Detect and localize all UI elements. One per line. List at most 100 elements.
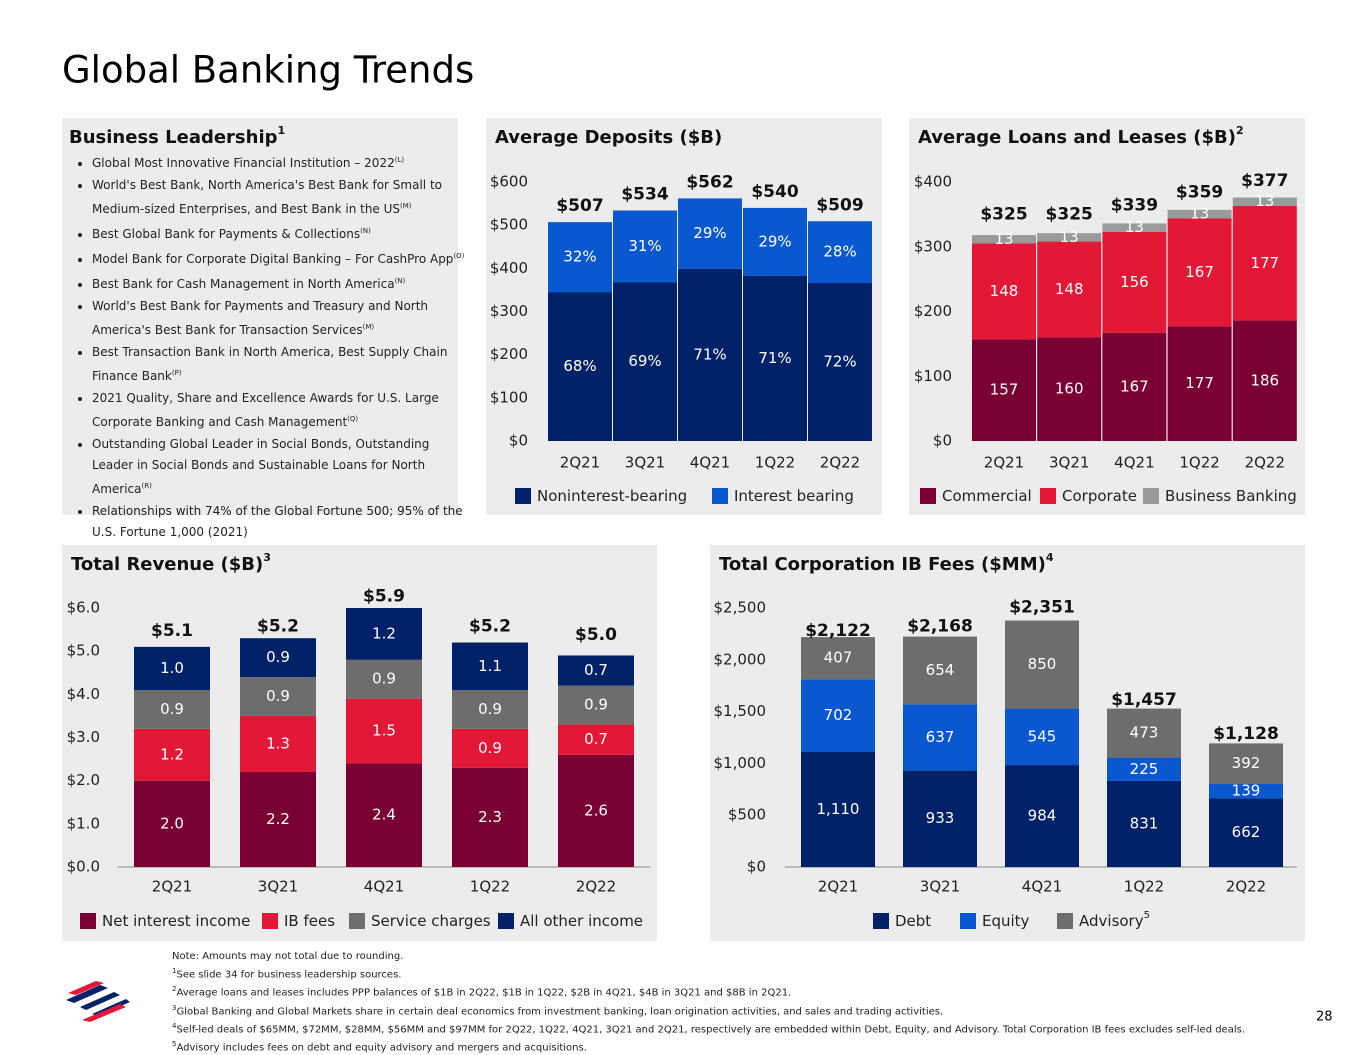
leadership-item: Best Global Bank for Payments & Collecti… [92, 221, 474, 245]
footnote: Note: Amounts may not total due to round… [172, 950, 1292, 964]
bar-segment [548, 292, 612, 441]
chart-title: Average Deposits ($B) [495, 127, 722, 148]
bar-segment [1037, 337, 1102, 441]
y-tick-label: $300 [490, 302, 528, 320]
segment-label: 148 [1055, 280, 1084, 298]
segment-label: 473 [1130, 724, 1159, 742]
segment-label: 186 [1250, 371, 1279, 389]
segment-label: 662 [1232, 823, 1261, 841]
superscript: (R) [141, 482, 152, 490]
bar-segment [613, 282, 677, 441]
footnotes: Note: Amounts may not total due to round… [172, 950, 1292, 1055]
y-tick-label: $500 [490, 216, 528, 234]
bar-segment [558, 685, 634, 725]
leadership-item: Global Most Innovative Financial Institu… [92, 150, 474, 174]
bar-segment [1209, 798, 1283, 867]
footnote-text: See slide 34 for business leadership sou… [176, 969, 402, 981]
x-tick-label: 3Q21 [1049, 454, 1089, 472]
x-tick-label: 1Q22 [470, 878, 510, 896]
segment-label: 1.2 [372, 624, 396, 642]
footnote-text: Average loans and leases includes PPP ba… [176, 987, 792, 999]
bar-segment [1209, 743, 1283, 785]
segment-label: 0.9 [160, 700, 184, 718]
total-label: $5.2 [469, 617, 511, 637]
x-tick-label: 1Q22 [1179, 454, 1219, 472]
total-label: $5.1 [151, 621, 193, 641]
legend-label: Equity [982, 912, 1030, 930]
legend-swatch [80, 913, 96, 929]
slide-title: Global Banking Trends [62, 49, 474, 92]
y-tick-label: $200 [914, 302, 952, 320]
legend-label: Debt [895, 912, 931, 930]
footnote-text: Global Banking and Global Markets share … [176, 1005, 944, 1017]
x-tick-label: 2Q22 [1245, 454, 1285, 472]
footnote: 4Self-led deals of $65MM, $72MM, $28MM, … [172, 1019, 1292, 1037]
legend-text: Advisory [1079, 912, 1144, 930]
legend-label: IB fees [284, 912, 335, 930]
segment-label: 177 [1185, 374, 1214, 392]
legend-swatch [349, 913, 365, 929]
superscript: (N) [394, 277, 406, 285]
total-label: $5.2 [257, 617, 299, 637]
bar-segment [1167, 326, 1232, 441]
x-tick-label: 2Q21 [152, 878, 192, 896]
legend-swatch [1143, 488, 1159, 504]
segment-label: 850 [1028, 655, 1057, 673]
total-label: $2,351 [1009, 597, 1075, 617]
segment-label: 545 [1028, 727, 1057, 745]
total-label: $377 [1241, 171, 1288, 191]
x-tick-label: 4Q21 [364, 878, 404, 896]
chart-title-text: Total Corporation IB Fees ($MM) [719, 554, 1046, 575]
bar-segment [1232, 205, 1297, 321]
segment-label: 1.1 [478, 657, 502, 675]
bar-segment [1005, 620, 1079, 709]
total-label: $1,128 [1213, 724, 1279, 744]
chart-title-text: Average Loans and Leases ($B) [918, 127, 1236, 148]
footnote-text: Note: Amounts may not total due to round… [172, 951, 404, 962]
item-text: Best Global Bank for Payments & Collecti… [92, 227, 361, 241]
leadership-item: Outstanding Global Leader in Social Bond… [92, 434, 474, 500]
item-text: Global Most Innovative Financial Institu… [92, 156, 395, 170]
legend-label: Business Banking [1165, 487, 1297, 505]
segment-label: 0.9 [266, 687, 290, 705]
total-label: $534 [621, 184, 668, 204]
superscript: 5 [172, 1040, 177, 1049]
y-tick-label: $2,000 [714, 650, 767, 668]
superscript: (L) [394, 156, 405, 164]
leadership-item: Model Bank for Corporate Digital Banking… [92, 246, 474, 270]
legend-swatch [515, 488, 531, 504]
total-label: $325 [980, 205, 1027, 225]
segment-label: 2.6 [584, 801, 608, 819]
bar-segment [452, 690, 528, 729]
segment-label: 13 [1060, 228, 1079, 246]
bar-segment [548, 222, 612, 293]
bar-segment [452, 642, 528, 691]
item-text: 2021 Quality, Share and Excellence Award… [92, 391, 439, 429]
y-tick-label: $300 [914, 237, 952, 255]
segment-label: 2.4 [372, 806, 396, 824]
chart-title-text: Average Deposits ($B) [495, 127, 722, 148]
page-number: 28 [1316, 1010, 1333, 1025]
bar-segment [972, 235, 1036, 244]
legend-text: Noninterest-bearing [537, 487, 687, 505]
logo [66, 981, 130, 1022]
bar-segment [134, 728, 210, 781]
x-tick-label: 1Q22 [1124, 878, 1164, 896]
segment-label: 2.3 [478, 808, 502, 826]
bar-segment [346, 659, 422, 699]
segment-label: 0.9 [478, 739, 502, 757]
total-label: $2,122 [805, 621, 871, 641]
segment-label: 1,110 [817, 800, 860, 818]
segment-label: 31% [628, 237, 661, 255]
bar-segment [558, 655, 634, 686]
segment-label: 28% [823, 243, 856, 261]
bar-segment [452, 728, 528, 768]
x-tick-label: 2Q21 [560, 454, 600, 472]
segment-label: 71% [693, 345, 726, 363]
bar-segment [558, 754, 634, 867]
segment-label: 1.0 [160, 659, 184, 677]
bar-segment [743, 275, 807, 441]
segment-label: 13 [1255, 192, 1274, 210]
legend-label: All other income [520, 912, 643, 930]
legend-text: Commercial [942, 487, 1032, 505]
